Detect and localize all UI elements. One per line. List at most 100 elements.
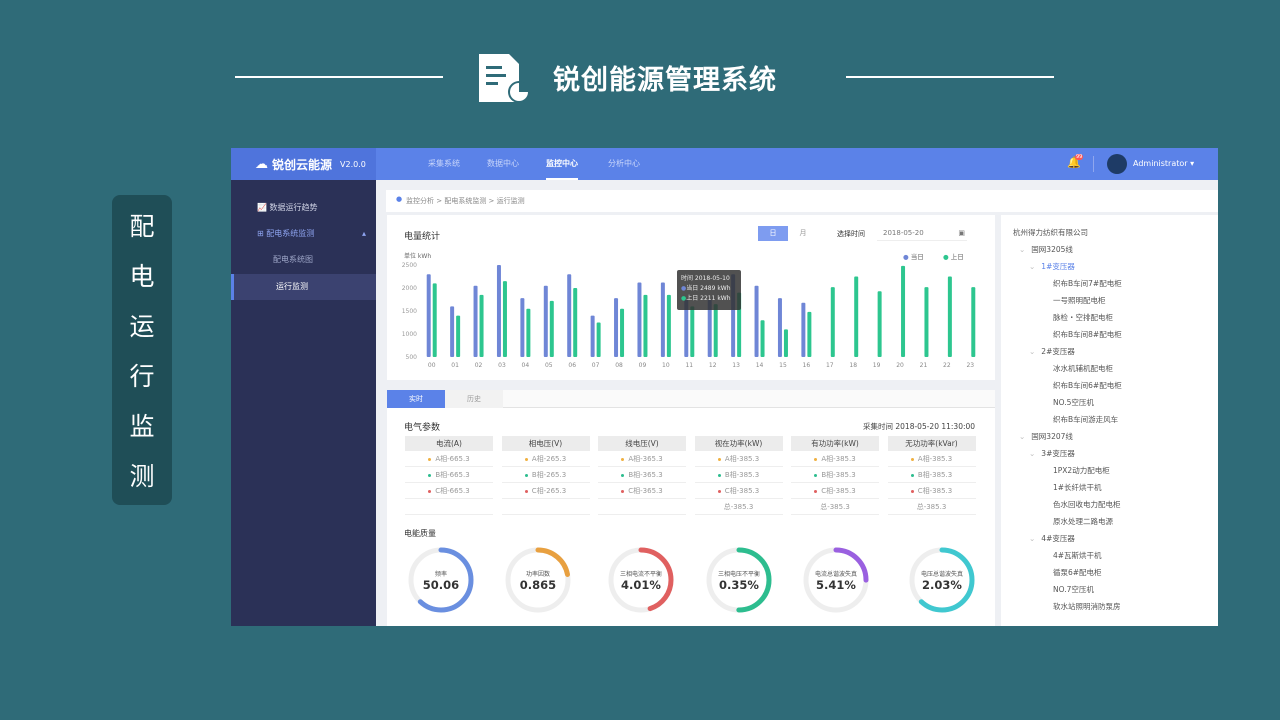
tree-node[interactable]: ⌄ 1#变压器: [1029, 262, 1075, 271]
x-tick-label: 03: [498, 362, 506, 369]
bar-yesterday[interactable]: [947, 276, 952, 358]
quality-title: 电能质量: [404, 529, 436, 538]
sidebar-item-trend[interactable]: 📈 数据运行趋势: [231, 195, 376, 221]
sidebar-item-diagram[interactable]: 配电系统图: [273, 255, 313, 264]
tab-month[interactable]: 月: [799, 229, 807, 237]
x-tick-label: 23: [966, 362, 974, 369]
bar-yesterday[interactable]: [783, 329, 788, 357]
bell-icon[interactable]: 🔔 99: [1067, 154, 1084, 169]
x-tick-label: 04: [522, 362, 530, 369]
tree-node[interactable]: 原水处理二路电源: [1053, 517, 1113, 526]
bar-yesterday[interactable]: [479, 294, 484, 357]
bar-today[interactable]: [543, 285, 548, 357]
notification-badge: 99: [1075, 154, 1084, 160]
bar-today[interactable]: [754, 285, 759, 357]
bar-today[interactable]: [637, 282, 642, 357]
bar-today[interactable]: [684, 299, 689, 358]
gauge-label: 频率: [434, 571, 447, 578]
tree-node[interactable]: ⌄ 3#变压器: [1029, 449, 1075, 458]
tree-node[interactable]: 织布B车间7#配电柜: [1053, 279, 1122, 288]
tree-node[interactable]: NO.5空压机: [1053, 398, 1094, 407]
date-picker[interactable]: 2018-05-20 ▣: [877, 225, 967, 241]
x-tick-label: 18: [849, 362, 857, 369]
bar-yesterday[interactable]: [760, 320, 765, 357]
tab-history[interactable]: 历史: [445, 390, 503, 408]
tree-node[interactable]: 一号照明配电柜: [1053, 296, 1106, 305]
user-menu[interactable]: Administrator ▾: [1133, 148, 1194, 180]
bar-today[interactable]: [777, 298, 782, 357]
bar-today[interactable]: [614, 298, 619, 357]
bar-yesterday[interactable]: [432, 283, 437, 357]
bar-today[interactable]: [496, 265, 501, 357]
tree-node[interactable]: 杭州得力纺织有限公司: [1013, 228, 1088, 237]
bar-yesterday[interactable]: [643, 294, 648, 357]
bar-yesterday[interactable]: [502, 281, 507, 357]
tree-node[interactable]: 织布B车间6#配电柜: [1053, 381, 1122, 390]
tree-node[interactable]: ⌄ 2#变压器: [1029, 347, 1075, 356]
breadcrumb: ● 监控分析 > 配电系统监测 > 运行监测: [386, 190, 1218, 212]
bar-yesterday[interactable]: [854, 276, 859, 358]
bar-yesterday[interactable]: [573, 288, 578, 357]
tree-node[interactable]: 1PX2动力配电柜: [1053, 466, 1110, 475]
logo[interactable]: ☁ 锐创云能源 V2.0.0: [231, 148, 376, 180]
tree-node[interactable]: 冰水机辅机配电柜: [1053, 364, 1113, 373]
tree-node[interactable]: 软水站照明消防泵房: [1053, 602, 1121, 611]
tab-realtime[interactable]: 实时: [387, 390, 445, 408]
tree-node[interactable]: 4#瓦斯烘干机: [1053, 551, 1102, 560]
bar-yesterday[interactable]: [877, 291, 882, 357]
tree-node[interactable]: NO.7空压机: [1053, 585, 1094, 594]
nav-item-active[interactable]: 监控中心: [546, 148, 578, 180]
bar-today[interactable]: [707, 299, 712, 358]
slide-title: 锐创能源管理系统: [553, 65, 777, 96]
bar-yesterday[interactable]: [690, 306, 695, 357]
bar-today[interactable]: [473, 285, 478, 357]
x-tick-label: 19: [873, 362, 881, 369]
tree-node[interactable]: 织布B车间8#配电柜: [1053, 330, 1122, 339]
bar-yesterday[interactable]: [830, 287, 835, 357]
bar-today[interactable]: [520, 298, 525, 357]
device-tree: 杭州得力纺织有限公司 ⌄ 国网3205线 ⌄ 1#变压器织布B车间7#配电柜 一号照明配电…: [1001, 215, 1218, 626]
bar-today[interactable]: [801, 302, 806, 357]
bar-today[interactable]: [660, 282, 665, 357]
tree-node[interactable]: ⌄ 国网3205线: [1019, 245, 1073, 254]
label: 配电系统监测: [266, 229, 315, 238]
bar-today[interactable]: [426, 274, 431, 357]
bar-yesterday[interactable]: [713, 304, 718, 357]
bar-today[interactable]: [567, 274, 572, 357]
tree-node[interactable]: 循泵6#配电柜: [1053, 568, 1102, 577]
bar-yesterday[interactable]: [971, 287, 976, 357]
tree-node[interactable]: 色水回收电力配电柜: [1053, 500, 1121, 509]
bar-yesterday[interactable]: [456, 315, 461, 357]
param-cell: B相-385.3: [887, 467, 976, 483]
nav-item[interactable]: 采集系统: [428, 159, 460, 168]
energy-panel: 电量统计 日 月 选择时间 2018-05-20 ▣ 单位 kWh ● 当日 ● …: [387, 215, 995, 380]
gauge-value: 0.865: [519, 578, 557, 592]
nav-item[interactable]: 分析中心: [608, 159, 640, 168]
tab-day[interactable]: 日: [758, 226, 788, 241]
tree-node[interactable]: ⌄ 国网3207线: [1019, 432, 1073, 441]
bar-yesterday[interactable]: [620, 308, 625, 357]
avatar[interactable]: [1107, 154, 1127, 174]
bar-today[interactable]: [450, 306, 455, 357]
tree-node[interactable]: ⌄ 4#变压器: [1029, 534, 1075, 543]
bar-today[interactable]: [590, 315, 595, 357]
tree-node[interactable]: 织布B车间游走风车: [1053, 415, 1119, 424]
bar-yesterday[interactable]: [666, 294, 671, 357]
bar-yesterday[interactable]: [596, 322, 601, 358]
collect-time: 采集时间 2018-05-20 11:30:00: [863, 422, 976, 431]
tree-node[interactable]: 1#长纤烘干机: [1053, 483, 1102, 492]
realtime-panel: 实时 历史 电气参数 采集时间 2018-05-20 11:30:00 电能质量: [387, 390, 995, 626]
bar-yesterday[interactable]: [526, 308, 531, 357]
sidebar-item-monitor[interactable]: ⊞ 配电系统监测 ▴: [231, 221, 376, 247]
sidebar-item-run-monitor[interactable]: 运行监测: [231, 274, 376, 300]
bar-yesterday[interactable]: [549, 300, 554, 357]
bar-yesterday[interactable]: [901, 265, 906, 357]
param-total: [598, 499, 686, 515]
tree-node[interactable]: 脉检・空排配电柜: [1053, 313, 1113, 322]
bar-yesterday[interactable]: [924, 287, 929, 357]
param-cell: C相-385.3: [694, 483, 783, 499]
nav-item[interactable]: 数据中心: [487, 159, 519, 168]
gauge-0: 频率 50.06: [406, 545, 476, 615]
x-tick-label: 06: [568, 362, 576, 369]
bar-yesterday[interactable]: [807, 311, 812, 357]
